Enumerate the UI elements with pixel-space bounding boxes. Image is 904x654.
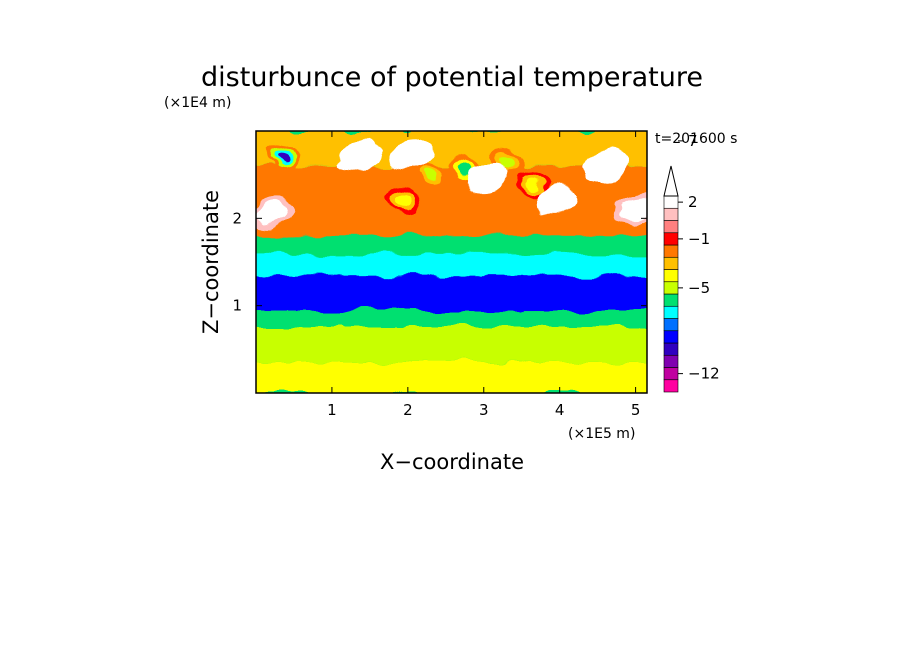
colorbar-swatch-5 <box>663 318 679 332</box>
colorbar-swatch-8 <box>663 281 679 295</box>
x-unit-label: (×1E5 m) <box>568 426 635 442</box>
x-tick-label-4: 5 <box>631 401 641 419</box>
colorbar-extend-arrow <box>663 165 679 197</box>
colorbar: 7 2 −1 −5 −12 <box>663 132 720 393</box>
feature-cell-12 <box>583 149 627 182</box>
colorbar-swatch-4 <box>663 330 679 344</box>
time-label: t=201600 s <box>655 131 737 147</box>
heatmap-field <box>256 131 647 393</box>
colorbar-swatch-3 <box>663 342 679 356</box>
feature-cell-11 <box>534 184 578 217</box>
colorbar-tick-label-0: 7 <box>688 132 698 150</box>
colorbar-swatch-9 <box>663 269 679 283</box>
plot-frame <box>255 130 648 394</box>
field-band-6 <box>256 165 647 236</box>
feature-cell-0 <box>265 143 300 171</box>
x-tick-label-0: 1 <box>327 401 337 419</box>
y-axis: 12 <box>232 209 647 315</box>
colorbar-tick-label-3: −5 <box>688 279 710 297</box>
feature-cell-10 <box>465 162 510 196</box>
chart-title: disturbunce of potential temperature <box>201 62 703 93</box>
colorbar-swatch-7 <box>663 293 679 307</box>
field-band-3 <box>256 275 647 311</box>
x-axis-label: X−coordinate <box>380 450 524 474</box>
colorbar-tick-label-4: −12 <box>688 365 720 383</box>
colorbar-swatch-14 <box>663 207 679 221</box>
feature-cell-7 <box>516 170 551 197</box>
field-band-2 <box>256 310 647 328</box>
y-tick-label-0: 1 <box>232 297 242 315</box>
field-band-4 <box>256 253 647 276</box>
colorbar-swatch-12 <box>663 232 679 246</box>
colorbar-swatch-0 <box>663 379 679 393</box>
colorbar-swatch-15 <box>663 195 679 209</box>
colorbar-swatch-2 <box>663 354 679 368</box>
feature-cell-1 <box>256 197 293 231</box>
feature-cell-8 <box>336 141 381 174</box>
colorbar-tick-label-1: 2 <box>688 193 698 211</box>
colorbar-swatch-11 <box>663 244 679 258</box>
field-band-0 <box>256 362 647 393</box>
feature-cell-3 <box>386 187 422 215</box>
colorbar-swatch-13 <box>663 220 679 234</box>
field-band-5 <box>256 235 647 254</box>
colorbar-tick-label-2: −1 <box>688 230 710 248</box>
x-axis: 1 2 3 4 5 <box>327 131 640 419</box>
y-unit-label: (×1E4 m) <box>164 95 231 111</box>
x-tick-label-1: 2 <box>403 401 413 419</box>
colorbar-swatch-10 <box>663 256 679 270</box>
y-tick-label-1: 2 <box>232 209 242 227</box>
field-bands <box>256 131 647 393</box>
x-tick-label-2: 3 <box>479 401 489 419</box>
colorbar-swatch-1 <box>663 367 679 381</box>
x-tick-label-3: 4 <box>555 401 565 419</box>
feature-cell-4 <box>413 161 448 188</box>
y-axis-label: Z−coordinate <box>199 190 223 334</box>
field-band-1 <box>256 327 647 363</box>
colorbar-swatch-6 <box>663 305 679 319</box>
feature-cell-9 <box>389 136 434 169</box>
